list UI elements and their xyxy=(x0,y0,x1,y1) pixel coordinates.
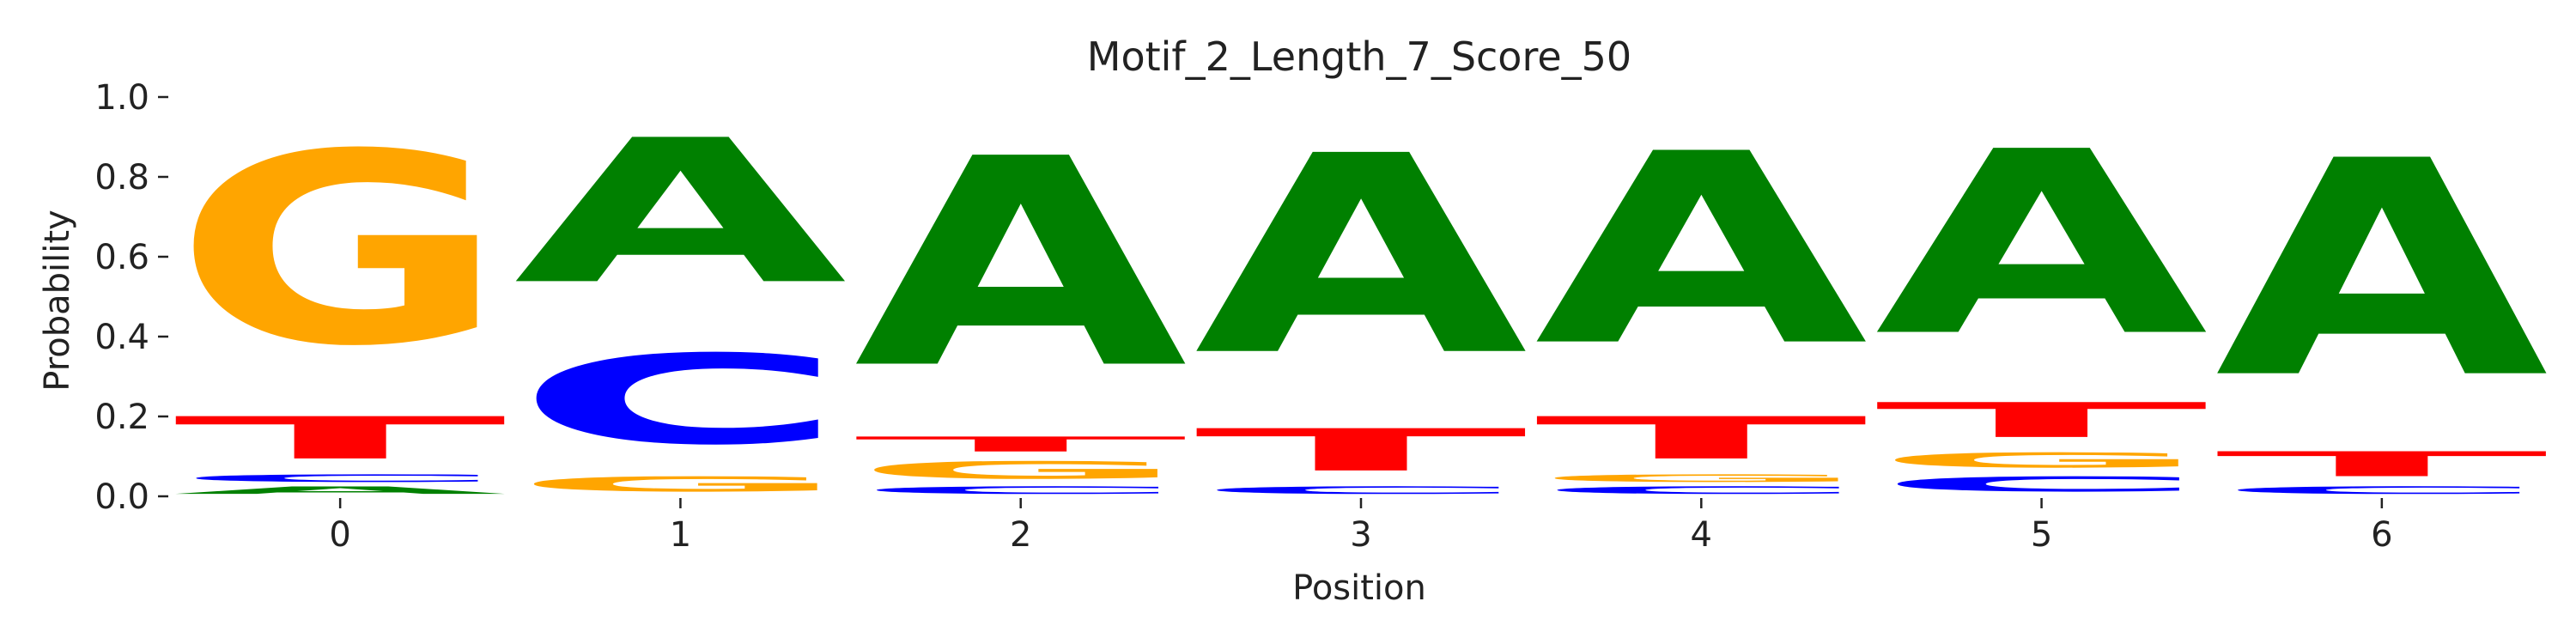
logo-letter-t: T xyxy=(854,433,1190,457)
y-tick-label: 1.0 xyxy=(94,78,149,118)
x-tick-label: 1 xyxy=(670,515,691,555)
logo-letter-c: C xyxy=(2215,484,2549,496)
x-tick-label: 4 xyxy=(1691,515,1712,555)
logo-letter-t: T xyxy=(2215,445,2551,484)
x-axis-label: Position xyxy=(1292,568,1426,608)
logo-letter-c: C xyxy=(513,329,847,472)
y-tick-label: 0.4 xyxy=(94,318,149,357)
x-tick-label: 2 xyxy=(1010,515,1031,555)
logo-letter-t: T xyxy=(173,404,509,472)
logo-letter-g: G xyxy=(513,472,847,496)
x-tick-label: 3 xyxy=(1350,515,1371,555)
x-tick-label: 0 xyxy=(329,515,350,555)
y-axis: 0.0 0.2 0.4 0.6 0.8 1.0 xyxy=(94,78,168,517)
y-tick-label: 0.2 xyxy=(94,398,149,437)
logo-letter-g: G xyxy=(1874,448,2208,472)
logo-letter-a: A xyxy=(513,98,850,328)
x-axis: 0 1 2 3 4 5 6 xyxy=(329,498,2393,555)
y-axis-label: Probability xyxy=(38,210,77,391)
chart-title: Motif_2_Length_7_Score_50 xyxy=(1087,33,1631,80)
logo-letter-a: A xyxy=(2215,98,2552,444)
logo-letter-a: A xyxy=(173,484,510,496)
logo-letter-g: G xyxy=(1534,472,1868,484)
logo-letter-c: C xyxy=(1874,472,2208,496)
x-tick-label: 6 xyxy=(2371,515,2392,555)
logo-letter-g: G xyxy=(173,97,507,403)
y-tick-label: 0.6 xyxy=(94,238,149,277)
x-tick-label: 5 xyxy=(2031,515,2052,555)
logo-letter-a: A xyxy=(1534,97,1871,403)
logo-letter-t: T xyxy=(1194,416,1530,484)
logo-letter-t: T xyxy=(1534,404,1870,472)
logo-letter-c: C xyxy=(1194,484,1528,496)
logo-letter-t: T xyxy=(1874,392,2210,448)
logo-letter-a: A xyxy=(1194,98,1531,416)
y-tick-label: 0.0 xyxy=(94,477,149,517)
logo-letter-g: G xyxy=(854,457,1188,484)
logo-letter-c: C xyxy=(173,472,507,484)
logo-letter-a: A xyxy=(1874,97,2211,392)
y-tick-label: 0.8 xyxy=(94,158,149,197)
logo-letter-c: C xyxy=(1534,484,1868,496)
logo-letter-a: A xyxy=(854,99,1191,432)
logo-letter-c: C xyxy=(854,484,1188,496)
